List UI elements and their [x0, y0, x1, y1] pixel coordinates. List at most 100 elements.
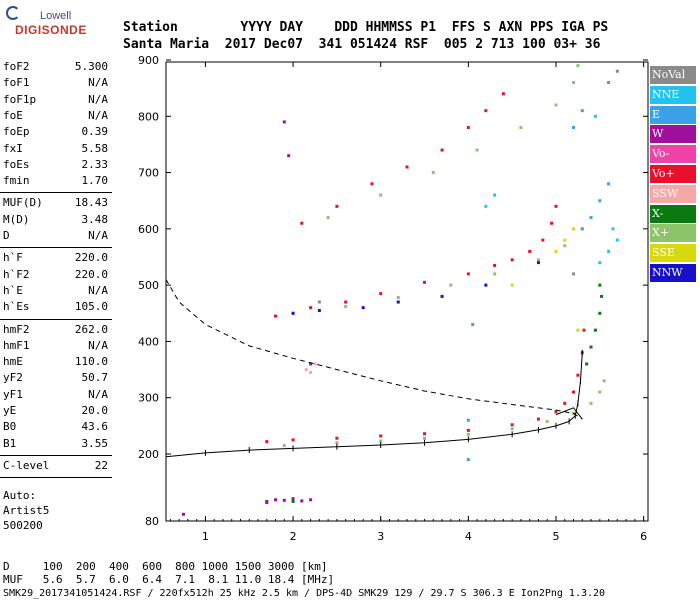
- data-point-x: [431, 171, 435, 175]
- param-name: h`E: [3, 283, 23, 297]
- data-point-x: [589, 401, 593, 405]
- muf-row: MUF 5.6 5.7 6.0 6.4 7.1 8.1 11.0 18.4 [M…: [3, 573, 335, 586]
- y-tick-label: 500: [138, 279, 159, 292]
- param-name: B1: [3, 436, 17, 450]
- data-point-x: [379, 193, 383, 197]
- data-point-w: [291, 497, 295, 501]
- param-name: hmE: [3, 355, 23, 369]
- param-row: MUF(D) 18.43: [3, 196, 108, 212]
- data-point-vo: [563, 401, 567, 405]
- data-point-vo: [554, 204, 558, 208]
- y-tick-label: 200: [138, 448, 159, 461]
- data-point-x: [572, 81, 576, 85]
- param-row: h`F 220.0: [3, 251, 108, 267]
- data-point-vo: [370, 182, 374, 186]
- data-point-nne: [484, 204, 488, 208]
- header-labels: Station YYYY DAY DDD HHMMSS P1 FFS S AXN…: [123, 20, 609, 35]
- legend-item-w: W: [650, 125, 696, 144]
- file-info-row: SMK29_2017341051424.RSF / 220fx512h 25 k…: [3, 588, 606, 599]
- data-point-x: [475, 148, 479, 152]
- logo-digisonde: DIGISONDE: [15, 23, 87, 37]
- data-point-noval: [317, 300, 321, 304]
- data-point-vo: [510, 423, 514, 427]
- param-row: C-level 22: [3, 459, 108, 475]
- legend-item-noval: NoVal: [650, 66, 696, 84]
- param-row: yF1 N/A: [3, 388, 108, 404]
- param-name: hmF1: [3, 338, 30, 352]
- x-tick-label: 1: [202, 530, 209, 543]
- param-name: foEp: [3, 125, 30, 139]
- data-point-noval: [572, 272, 576, 276]
- data-point-e: [471, 323, 475, 327]
- y-tick-label: 600: [138, 223, 159, 236]
- param-name: foF2: [3, 60, 30, 73]
- param-value: 18.43: [74, 196, 108, 210]
- data-point-e: [598, 199, 602, 203]
- x-tick-label: 2: [290, 530, 297, 543]
- data-point-vo: [466, 272, 470, 276]
- data-point-sse: [563, 238, 567, 242]
- data-point-vo: [501, 92, 505, 96]
- param-separator: [0, 318, 112, 320]
- y-tick-label: 300: [138, 392, 159, 405]
- data-point-vo: [274, 314, 278, 318]
- legend-item-sse: SSE: [650, 244, 696, 263]
- data-point-vo: [466, 428, 470, 432]
- data-point-vo: [309, 306, 313, 310]
- data-point-nne: [598, 261, 602, 265]
- param-name: foEs: [3, 157, 30, 171]
- param-value: N/A: [88, 283, 108, 297]
- data-point-x: [493, 272, 497, 276]
- data-point-e: [466, 458, 470, 462]
- data-point-vo: [300, 221, 304, 225]
- data-point-x: [585, 362, 589, 366]
- data-point-nnw: [440, 294, 444, 298]
- param-row: B0 43.6: [3, 420, 108, 436]
- data-point-x: [466, 432, 470, 436]
- data-point-vo: [423, 432, 427, 436]
- data-point-ssw: [313, 362, 317, 366]
- data-point-x: [335, 441, 339, 445]
- param-row: foE N/A: [3, 109, 108, 125]
- param-value: N/A: [88, 387, 108, 401]
- data-point-nnw: [536, 261, 540, 265]
- param-name: yF1: [3, 387, 23, 401]
- data-point-x: [291, 499, 295, 503]
- distance-row: D 100 200 400 600 800 1000 1500 3000 [km…: [3, 560, 328, 573]
- y-tick-label: 800: [138, 110, 159, 123]
- data-point-ssw: [309, 370, 313, 374]
- data-point-nnw: [361, 306, 365, 310]
- param-value: 43.6: [81, 420, 109, 434]
- param-row: fmin 1.70: [3, 174, 108, 190]
- param-row: foEs 2.33: [3, 158, 108, 174]
- x-tick-label: 5: [552, 530, 559, 543]
- data-point-w: [282, 120, 286, 124]
- data-point-x: [576, 64, 580, 68]
- data-point-nne: [615, 238, 619, 242]
- data-point-w: [182, 512, 186, 516]
- data-point-x: [598, 390, 602, 394]
- param-name: C-level: [3, 458, 50, 472]
- data-point-vo: [440, 148, 444, 152]
- data-point-ssw: [304, 368, 308, 372]
- data-point-e: [580, 227, 584, 231]
- data-point-w: [282, 498, 286, 502]
- data-point-vo: [466, 126, 470, 130]
- data-point-vo: [344, 300, 348, 304]
- data-point-w: [300, 499, 304, 503]
- y-tick-label: 700: [138, 167, 159, 180]
- param-name: foF1: [3, 76, 30, 90]
- data-point-sse: [554, 249, 558, 253]
- legend-item-nnw: NNW: [650, 264, 696, 282]
- data-point-noval: [607, 81, 611, 85]
- legend-item-vo: Vo+: [650, 165, 696, 183]
- ionogram-plot: 80 200 300 400 500 600 700 800 900 1 2 3 4 5 6: [138, 54, 649, 543]
- data-point-vo: [405, 165, 409, 169]
- data-point-vo: [528, 249, 532, 253]
- header-values: Santa Maria 2017 Dec07 341 051424 RSF 00…: [123, 37, 601, 52]
- param-separator: [0, 247, 112, 249]
- data-point-x: [423, 436, 427, 440]
- data-point-vo: [550, 221, 554, 225]
- param-row: yE 20.0: [3, 404, 108, 420]
- legend-item-vo: Vo-: [650, 145, 696, 164]
